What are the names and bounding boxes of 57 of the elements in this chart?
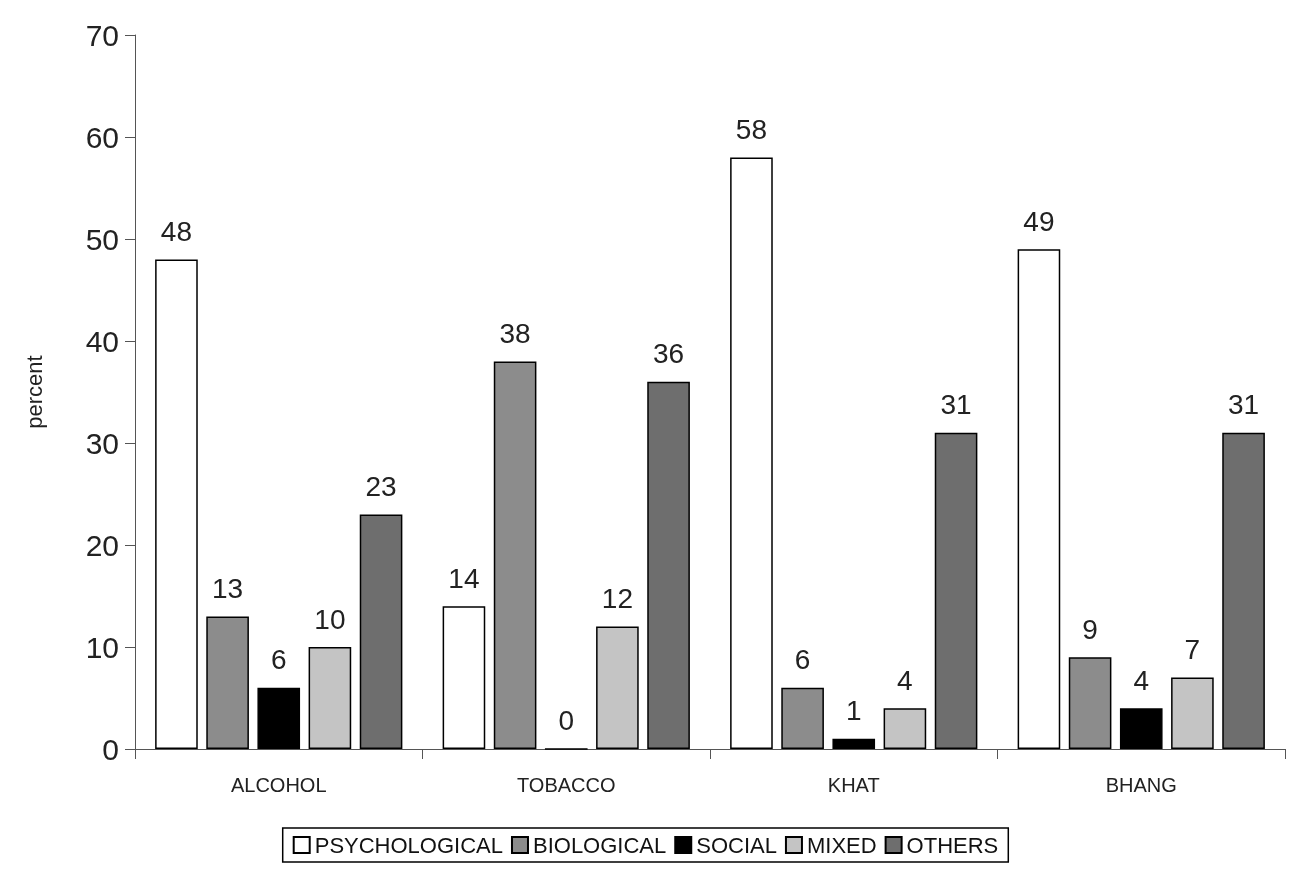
legend-label: BIOLOGICAL: [532, 832, 667, 858]
bar: [883, 708, 927, 749]
bar: [493, 361, 537, 749]
bar: [1017, 249, 1061, 749]
data-label: 14: [448, 562, 480, 594]
data-label: 9: [1082, 613, 1098, 645]
bar: [832, 738, 876, 749]
bar: [730, 157, 773, 749]
data-label: 31: [1227, 389, 1260, 421]
y-tick-label: 0: [102, 732, 119, 766]
data-label: 12: [601, 583, 633, 615]
bar: [1222, 432, 1265, 749]
bar: [359, 514, 403, 749]
y-axis-title: percent: [21, 355, 47, 429]
data-label: 13: [212, 572, 244, 604]
bar: [1171, 677, 1214, 749]
x-tick-label: KHAT: [827, 774, 880, 796]
bar: [206, 616, 249, 749]
data-label: 38: [499, 317, 531, 349]
x-tick-label: ALCOHOL: [230, 774, 327, 796]
data-label: 4: [1133, 664, 1150, 696]
y-tick-label: 40: [85, 324, 119, 358]
bar: [781, 687, 824, 749]
bar: [1119, 708, 1163, 749]
y-tick-label: 30: [85, 426, 119, 460]
legend-label: MIXED: [806, 832, 877, 858]
data-label: 6: [794, 644, 811, 676]
data-label: 48: [160, 215, 193, 247]
bar: [1068, 657, 1112, 749]
x-tick-label: TOBACCO: [516, 774, 616, 796]
bar: [442, 606, 486, 749]
bar: [596, 626, 639, 749]
bar: [934, 432, 978, 749]
y-tick-label: 10: [85, 630, 119, 664]
bar: [308, 647, 352, 749]
bar: [155, 259, 198, 749]
legend-label: PSYCHOLOGICAL: [314, 832, 503, 858]
y-tick-label: 70: [85, 18, 119, 52]
bar: [257, 687, 301, 749]
data-label: 31: [940, 389, 972, 421]
x-tick-label: BHANG: [1105, 774, 1177, 796]
data-label: 6: [270, 644, 287, 676]
data-label: 1: [845, 695, 862, 727]
legend-label: SOCIAL: [696, 832, 777, 858]
data-label: 10: [314, 603, 346, 635]
y-tick-label: 60: [85, 120, 119, 154]
legend-label: OTHERS: [906, 832, 999, 858]
data-label: 36: [652, 338, 685, 370]
data-label: 4: [897, 664, 913, 696]
data-label: 49: [1023, 205, 1055, 237]
bar: [647, 381, 690, 749]
data-label: 7: [1184, 634, 1201, 666]
y-tick-label: 20: [85, 528, 119, 562]
y-tick-label: 50: [85, 222, 119, 256]
data-label: 0: [558, 704, 575, 736]
data-label: 58: [735, 113, 768, 145]
data-label: 23: [365, 470, 397, 502]
